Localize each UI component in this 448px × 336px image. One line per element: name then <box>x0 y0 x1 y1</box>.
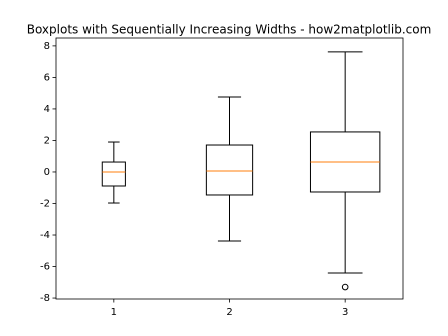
y-tick-label: 0 <box>44 167 50 178</box>
y-tick-label: -2 <box>40 198 50 209</box>
y-tick-label: 6 <box>44 72 50 83</box>
y-tick-label: -6 <box>40 262 50 273</box>
y-tick-label: 8 <box>44 41 50 52</box>
y-tick-label: 2 <box>44 135 50 146</box>
x-tick-label: 1 <box>111 307 117 318</box>
axes-frame <box>55 37 404 300</box>
y-tick-label: 4 <box>44 104 50 115</box>
chart-title: Boxplots with Sequentially Increasing Wi… <box>27 23 432 37</box>
flier <box>341 283 349 291</box>
x-tick-label: 3 <box>342 307 348 318</box>
box <box>205 144 254 196</box>
y-tick-label: -8 <box>40 293 50 304</box>
box <box>101 161 126 187</box>
x-tick-label: 2 <box>226 307 232 318</box>
y-tick-label: -4 <box>40 230 50 241</box>
